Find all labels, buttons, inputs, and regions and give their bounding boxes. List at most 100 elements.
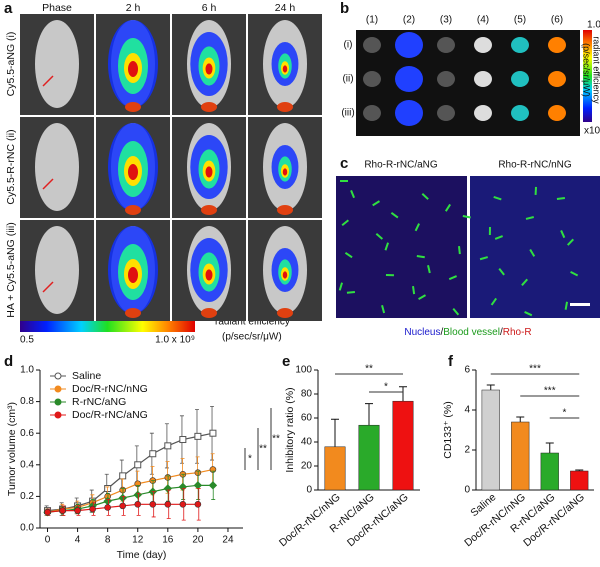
- colorbar-title: radiant efficiency: [215, 317, 290, 328]
- vessel: [346, 291, 355, 294]
- line: [47, 432, 214, 512]
- line: [47, 468, 214, 513]
- bar: [358, 424, 380, 491]
- y-tick-label: 0.6: [20, 428, 34, 439]
- colorbar-max: 1.0: [587, 20, 600, 31]
- signal: [128, 61, 138, 77]
- x-tick-label: 4: [75, 535, 81, 546]
- x-tick-label: Doc/R-rNC/nNG: [277, 491, 343, 549]
- signal: [282, 65, 288, 73]
- marker: [134, 461, 142, 469]
- organ: [395, 32, 423, 58]
- y-tick-label: 0.2: [20, 491, 34, 502]
- column-label: (1): [366, 15, 378, 26]
- bar: [540, 452, 559, 491]
- marker: [179, 436, 187, 444]
- annotation: *: [248, 454, 252, 465]
- mouse: [35, 123, 79, 211]
- organ: [548, 105, 566, 121]
- signal: [201, 102, 217, 112]
- colorbar: [20, 321, 195, 332]
- column-label: (4): [477, 15, 489, 26]
- vessel: [384, 242, 389, 251]
- vessel: [525, 216, 534, 220]
- marker: [179, 500, 187, 508]
- annotation: **: [365, 364, 373, 375]
- vessel: [427, 265, 431, 274]
- organ: [511, 105, 529, 121]
- colorbar-scale: x10⁶: [584, 126, 600, 137]
- y-tick-label: 6: [464, 365, 470, 376]
- legend-marker: [54, 398, 62, 406]
- organ: [363, 37, 381, 53]
- vessel: [340, 180, 348, 182]
- x-tick-label: 20: [192, 535, 204, 546]
- vessel: [458, 245, 461, 255]
- organ: [437, 105, 455, 121]
- marker: [209, 429, 217, 437]
- marker: [163, 484, 173, 493]
- organ: [395, 100, 423, 126]
- vessel: [416, 255, 425, 259]
- row-label: HA + Cy5.5-aNG (iii): [5, 222, 17, 317]
- y-axis-label: Tumor volume (cm³): [6, 402, 18, 496]
- vessel: [444, 203, 451, 212]
- row-label: (ii): [342, 74, 353, 85]
- organ: [474, 37, 492, 53]
- tissue-image: [336, 176, 467, 318]
- legend-marker: [54, 411, 62, 419]
- colorbar-max: 1.0 x 10⁹: [155, 335, 195, 346]
- bar: [511, 421, 530, 491]
- marker: [164, 442, 172, 450]
- marker: [208, 481, 218, 490]
- organ: [437, 37, 455, 53]
- y-tick-label: 4: [464, 405, 470, 416]
- image-title: Rho-R-rNC/nNG: [498, 160, 572, 171]
- vessel: [350, 190, 355, 199]
- organ: [511, 71, 529, 87]
- y-tick-label: 2: [464, 445, 470, 456]
- panel-label: f: [448, 353, 454, 370]
- signal: [277, 102, 293, 112]
- marker: [89, 505, 96, 513]
- signal: [125, 205, 141, 215]
- y-tick-label: 0.0: [20, 523, 34, 534]
- row-label: Cy5.5-aNG (i): [5, 32, 17, 97]
- vessel: [488, 226, 491, 235]
- caption-part: /: [440, 327, 443, 338]
- y-tick-label: 40: [301, 437, 313, 448]
- signal: [205, 269, 213, 281]
- marker: [149, 500, 157, 508]
- bar: [570, 470, 589, 491]
- colorbar-title: radiant efficiency: [592, 36, 600, 104]
- organ: [548, 37, 566, 53]
- vessel: [338, 282, 344, 291]
- signal: [201, 205, 217, 215]
- vessel: [375, 233, 384, 240]
- annotation: **: [259, 444, 267, 455]
- vessel: [564, 301, 568, 310]
- row-label: (iii): [341, 108, 354, 119]
- column-label: Phase: [42, 2, 72, 14]
- organ-image: [356, 30, 580, 136]
- marker: [149, 450, 157, 458]
- organ: [548, 71, 566, 87]
- legend-marker: [54, 372, 62, 380]
- y-tick-label: 100: [295, 365, 312, 376]
- marker: [134, 500, 142, 508]
- signal: [128, 267, 138, 283]
- vessel: [372, 200, 380, 207]
- vessel: [521, 278, 528, 286]
- signal: [201, 308, 217, 318]
- row-label: Cy5.5-R-rNC (ii): [5, 129, 17, 204]
- vessel: [570, 271, 579, 277]
- vessel: [494, 235, 503, 240]
- arrow: [42, 281, 54, 293]
- panel-label: c: [340, 155, 348, 172]
- error-bar: [486, 384, 495, 390]
- column-label: (2): [403, 15, 415, 26]
- scale-bar: [570, 303, 590, 306]
- vessel: [529, 249, 536, 257]
- x-tick-label: 0: [45, 535, 51, 546]
- x-axis-label: Time (day): [117, 549, 167, 561]
